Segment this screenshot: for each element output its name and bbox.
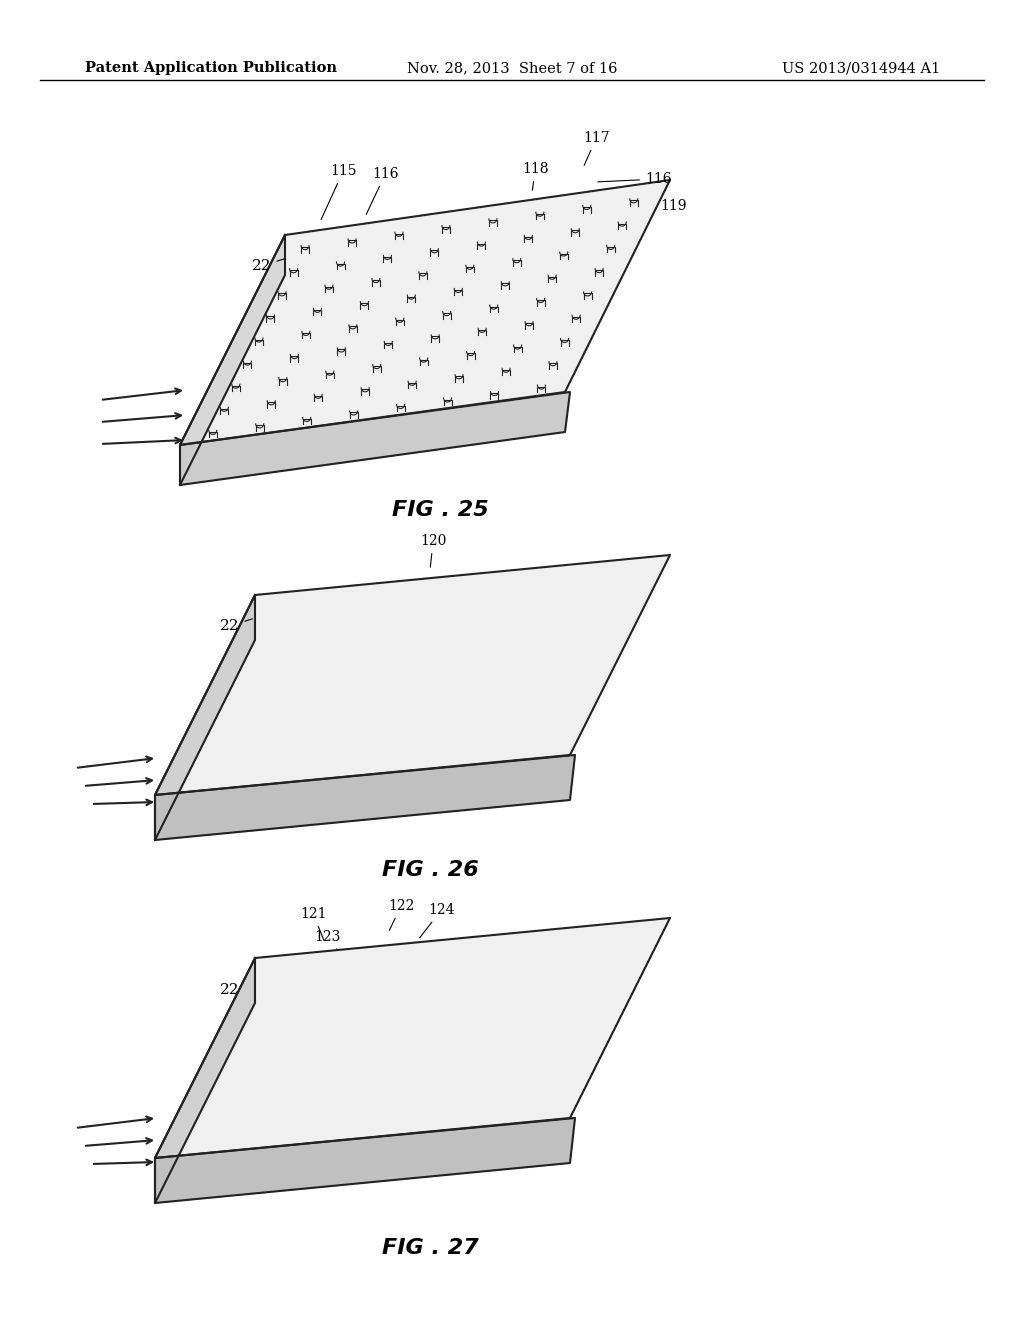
Text: 118: 118	[522, 162, 549, 190]
Polygon shape	[180, 235, 285, 484]
Polygon shape	[155, 958, 255, 1203]
Polygon shape	[155, 755, 575, 840]
Text: 124: 124	[420, 903, 455, 937]
Text: 22: 22	[220, 619, 252, 634]
Text: 22: 22	[252, 259, 285, 273]
Text: FIG . 25: FIG . 25	[391, 500, 488, 520]
Text: 119: 119	[660, 199, 686, 213]
Text: 115: 115	[322, 164, 356, 219]
Text: FIG . 27: FIG . 27	[382, 1238, 478, 1258]
Text: 116: 116	[367, 168, 398, 214]
Polygon shape	[155, 595, 255, 840]
Text: 22: 22	[220, 983, 252, 997]
Text: 120: 120	[420, 535, 446, 568]
Polygon shape	[155, 554, 670, 795]
Text: 117: 117	[583, 131, 609, 165]
Polygon shape	[180, 180, 670, 445]
Text: 116: 116	[598, 172, 672, 186]
Text: 123: 123	[314, 931, 340, 954]
Text: 121: 121	[300, 907, 327, 940]
Polygon shape	[155, 917, 670, 1158]
Text: FIG . 26: FIG . 26	[382, 861, 478, 880]
Text: US 2013/0314944 A1: US 2013/0314944 A1	[781, 61, 940, 75]
Text: Nov. 28, 2013  Sheet 7 of 16: Nov. 28, 2013 Sheet 7 of 16	[407, 61, 617, 75]
Text: Patent Application Publication: Patent Application Publication	[85, 61, 337, 75]
Polygon shape	[180, 392, 570, 484]
Polygon shape	[155, 1118, 575, 1203]
Text: 122: 122	[388, 899, 415, 931]
